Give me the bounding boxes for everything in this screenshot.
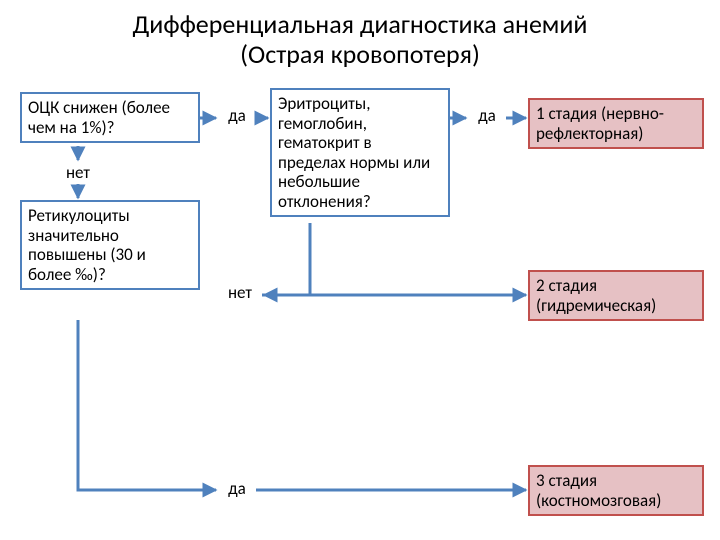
title-line1: Дифференциальная диагностика анемий — [133, 8, 588, 40]
node-q1: ОЦК снижен (более чем на 1%)? — [20, 92, 200, 143]
title-line2: (Острая кровопотеря) — [240, 38, 480, 70]
label-da2-text: да — [478, 105, 496, 126]
node-q2-text: Эритроциты, гемоглобин, гематокрит в пре… — [278, 93, 430, 212]
label-net2: нет — [218, 282, 262, 303]
node-q1-text: ОЦК снижен (более чем на 1%)? — [28, 97, 170, 138]
label-da1-text: да — [228, 105, 246, 126]
label-net1-text: нет — [66, 162, 90, 183]
node-r1-text: 1 стадия (нервно-рефлекторная) — [536, 103, 664, 144]
label-net2-text: нет — [228, 282, 252, 303]
node-q3: Ретикулоциты значительно повышены (30 и … — [20, 200, 200, 290]
node-r1: 1 стадия (нервно-рефлекторная) — [528, 98, 704, 149]
node-r2: 2 стадия (гидремическая) — [528, 270, 704, 321]
node-r3: 3 стадия (костномозговая) — [528, 465, 704, 516]
page-title: Дифференциальная диагностика анемий (Ост… — [0, 10, 720, 70]
label-da3-text: да — [228, 478, 246, 499]
label-da3: да — [218, 478, 256, 499]
node-q3-text: Ретикулоциты значительно повышены (30 и … — [28, 205, 146, 285]
label-net1: нет — [56, 162, 100, 183]
node-r2-text: 2 стадия (гидремическая) — [536, 275, 656, 316]
node-r3-text: 3 стадия (костномозговая) — [536, 470, 661, 511]
label-da2: да — [468, 105, 506, 126]
node-q2: Эритроциты, гемоглобин, гематокрит в пре… — [270, 88, 450, 217]
label-da1: да — [218, 105, 256, 126]
